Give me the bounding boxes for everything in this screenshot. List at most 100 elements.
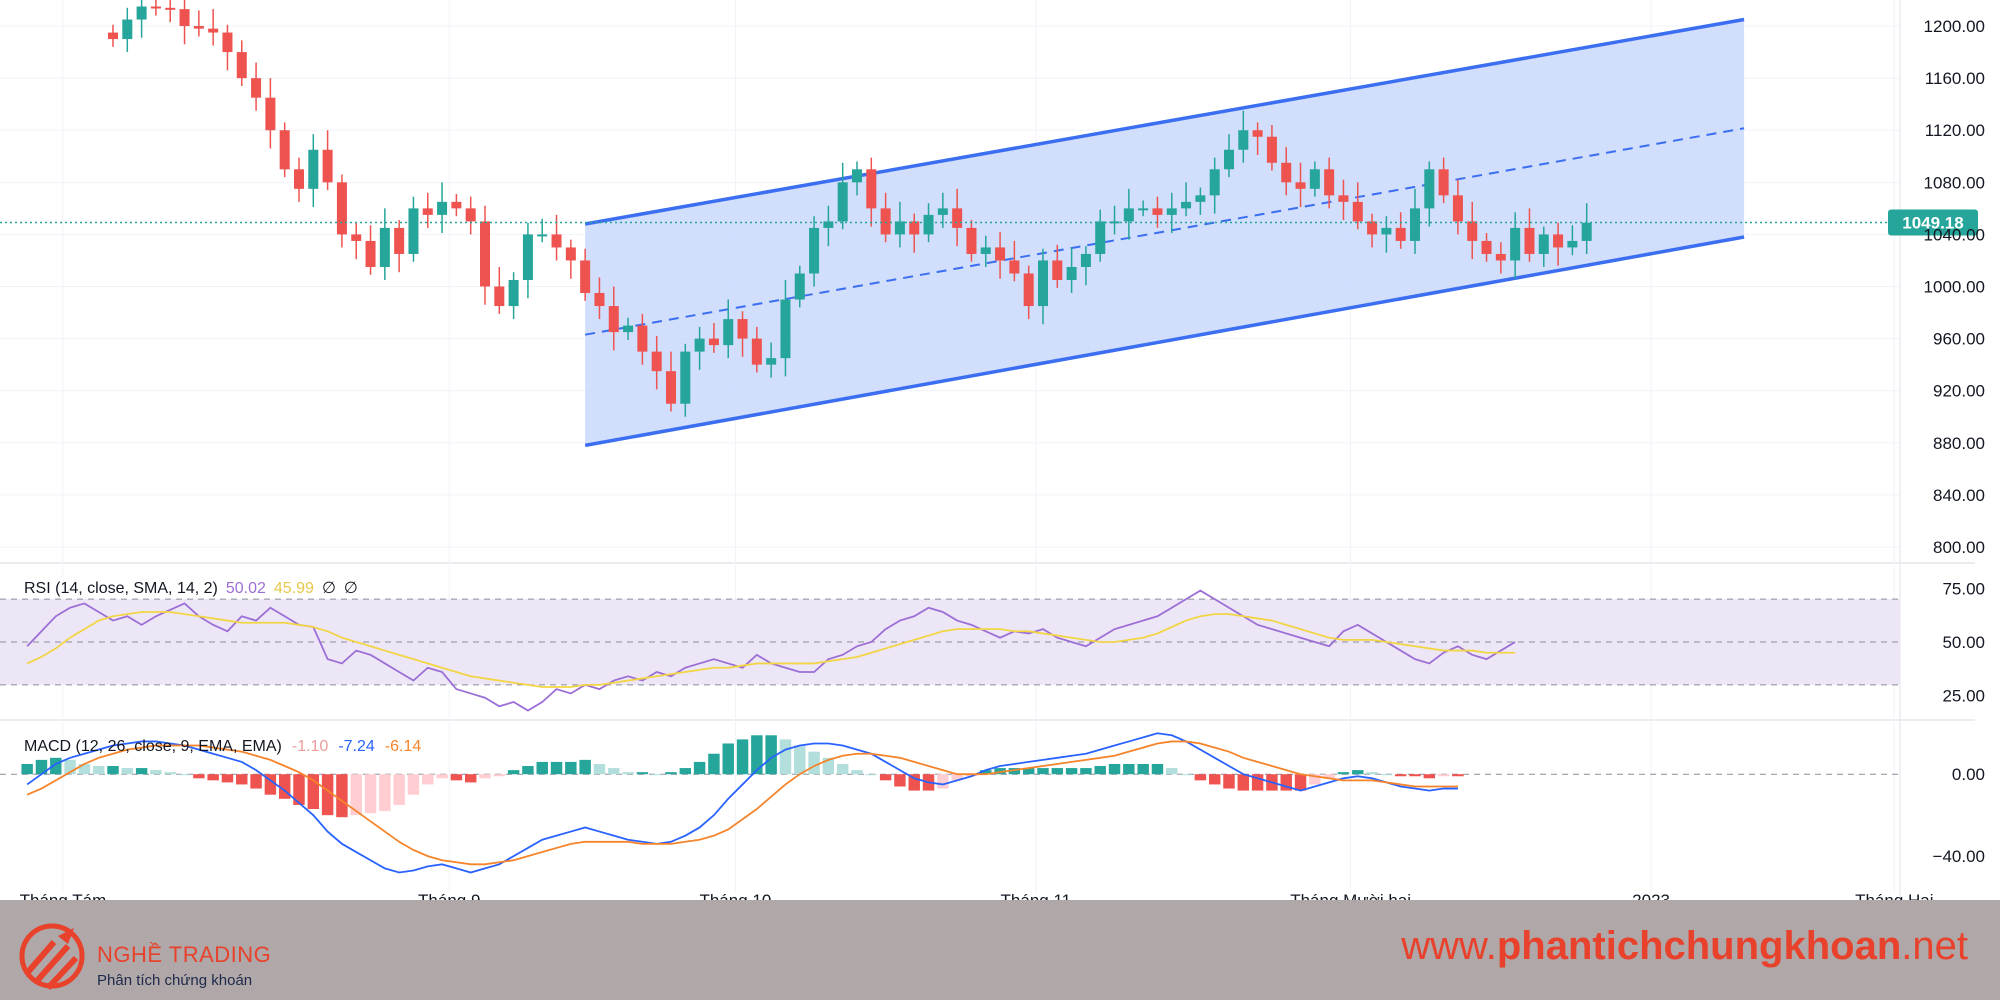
macd-histogram-bar [622, 772, 634, 775]
candle-body [1281, 162, 1292, 183]
macd-histogram-bar [178, 774, 191, 776]
macd-histogram-bar [1237, 774, 1250, 791]
macd-histogram-bar [1166, 768, 1178, 775]
candle-body [751, 338, 762, 365]
candle-body [694, 338, 705, 352]
candle-body [909, 221, 920, 235]
candle-body [1109, 221, 1120, 224]
macd-histogram-bar [1194, 774, 1207, 781]
rsi-legend-item: 45.99 [274, 580, 314, 597]
candle-body [880, 208, 891, 235]
rsi-legend: RSI (14, close, SMA, 14, 2) 50.02 45.99 ∅ ∅ [24, 580, 358, 597]
y-tick-label: 920.00 [1933, 382, 1985, 401]
channel-fill [585, 19, 1745, 446]
macd-histogram-bar [736, 739, 749, 775]
macd-histogram-bar [1080, 768, 1092, 775]
candle-body [723, 319, 734, 346]
macd-histogram-bar [550, 761, 563, 775]
candle-body [193, 26, 204, 29]
macd-histogram-bar [908, 774, 920, 791]
candle-body [265, 97, 276, 131]
macd-histogram-bar [751, 735, 763, 775]
macd-histogram-bar [479, 774, 491, 779]
macd-histogram-bar [636, 772, 649, 775]
logo-icon [19, 923, 85, 991]
macd-histogram-bar [164, 772, 176, 775]
macd-histogram-bar [1094, 766, 1106, 775]
candle-body [1581, 222, 1592, 241]
candle-body [179, 9, 190, 27]
candle-body [1324, 169, 1335, 196]
x-tick-label: Tháng Mười hai [1290, 891, 1411, 900]
macd-histogram-bar [1151, 763, 1164, 775]
macd-histogram-bar [35, 759, 48, 775]
macd-histogram-bar [1409, 774, 1421, 777]
candle-body [1123, 208, 1134, 222]
candle-body [1309, 169, 1320, 189]
macd-histogram-bar [693, 761, 706, 775]
candle-body [1481, 240, 1492, 254]
macd-histogram-bar [1065, 768, 1078, 775]
macd-histogram-bar [493, 774, 506, 777]
brand-tagline: Phân tích chứng khoán [97, 972, 253, 989]
candle-body [1381, 227, 1392, 235]
candle-body [1095, 221, 1106, 254]
candle-body [966, 227, 977, 254]
macd-histogram-bar [321, 774, 334, 816]
macd-histogram-bar [50, 757, 62, 775]
candle-body [1567, 240, 1578, 248]
macd-histogram-bar [865, 774, 878, 776]
candle-body [1238, 130, 1249, 150]
candle-body [680, 351, 691, 404]
macd-histogram-bar [808, 751, 820, 775]
macd-histogram-bar [665, 772, 677, 775]
macd-histogram-bar [336, 774, 348, 818]
candle-body [408, 208, 419, 254]
y-tick-label: 880.00 [1933, 434, 1985, 453]
macd-histogram-bar [1223, 774, 1235, 789]
candle-body [365, 240, 376, 267]
macd-histogram-bar [264, 774, 277, 795]
candle-body [1037, 260, 1049, 307]
stock-chart: 1049.18 RSI (14, close, SMA, 14, 2) 50.02… [0, 0, 1985, 900]
macd-histogram-bar [350, 774, 362, 816]
candle-body [1152, 208, 1163, 215]
macd-histogram-bar [1452, 774, 1464, 777]
candle-body [580, 260, 591, 294]
macd-legend-item: -7.24 [338, 738, 375, 755]
macd-histogram-bar [937, 774, 949, 789]
candle-body [222, 32, 233, 53]
macd-histogram-bar [779, 739, 792, 775]
candle-body [1510, 227, 1521, 261]
website-link[interactable]: www.phantichchungkhoan.net [1401, 924, 1968, 969]
macd-histogram-bar [951, 774, 963, 781]
macd-histogram-bar [1394, 774, 1407, 777]
macd-histogram-bar [393, 774, 405, 805]
candle-body [379, 227, 390, 267]
macd-histogram-bar [836, 763, 849, 775]
candle-body [780, 299, 791, 359]
candle-body [980, 247, 991, 254]
macd-histogram-bar [1108, 763, 1121, 775]
macd-histogram-bar [1294, 774, 1307, 791]
candle-body [236, 52, 247, 79]
candle-body [336, 182, 347, 235]
candle-body [422, 208, 433, 215]
macd-legend-item: MACD (12, 26, close, 9, EMA, EMA) [24, 738, 282, 755]
candle-body [866, 169, 877, 209]
macd-histogram-bar [1337, 772, 1350, 775]
macd-histogram-bar [579, 759, 591, 775]
macd-histogram-bar [278, 774, 291, 799]
macd-histogram-bar [92, 766, 105, 775]
macd-histogram-bar [379, 774, 391, 812]
rsi-legend-item: RSI (14, close, SMA, 14, 2) [24, 580, 218, 597]
candle-body [594, 293, 605, 307]
candle-body [1009, 260, 1020, 274]
footer-banner: NGHỀ TRADING Phân tích chứng khoán www.p… [0, 900, 2000, 1000]
candle-body [1338, 195, 1349, 202]
macd-histogram-bar [464, 774, 477, 783]
macd-histogram-bar [1037, 768, 1049, 775]
candle-body [465, 208, 476, 222]
candle-body [1395, 227, 1406, 241]
candle-body [308, 149, 319, 189]
